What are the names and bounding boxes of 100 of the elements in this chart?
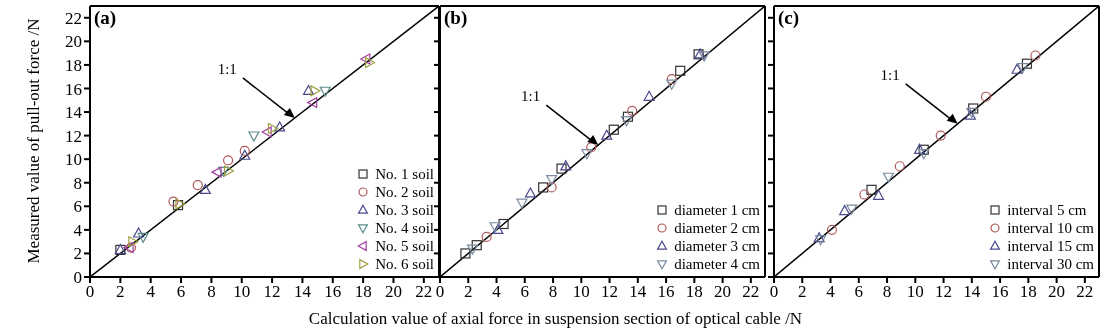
point (839, 205, 851, 216)
point (627, 105, 638, 116)
point (239, 149, 251, 160)
y-tick-label: 8 (73, 173, 82, 193)
point (546, 182, 557, 193)
x-tick-label: 10 (233, 282, 251, 302)
point (222, 155, 234, 166)
point (968, 103, 979, 114)
point (846, 204, 858, 215)
legend-label: No. 1 soil (375, 165, 434, 183)
point (460, 248, 471, 259)
legend-label: diameter 3 cm (674, 237, 760, 255)
x-tick-label: 2 (116, 282, 125, 302)
y-tick-label: 4 (73, 220, 83, 240)
point (302, 84, 315, 96)
y-tick-label: 20 (65, 32, 82, 52)
annotation: 1:1 (880, 66, 900, 83)
point (1021, 58, 1033, 69)
x-tick-label: 10 (906, 282, 924, 302)
point (498, 218, 509, 230)
x-tick-label: 20 (384, 282, 402, 302)
y-tick-label: 18 (65, 55, 82, 75)
point (211, 166, 222, 178)
point (133, 227, 145, 238)
x-tick-label: 4 (492, 282, 502, 302)
point (586, 142, 597, 153)
point (859, 189, 870, 200)
point (1030, 50, 1041, 61)
x-tick-label: 18 (354, 282, 372, 302)
point (466, 244, 479, 255)
x-tick-label: 4 (146, 282, 156, 302)
x-tick-label: 12 (263, 282, 281, 302)
point (643, 90, 655, 101)
x-tick-label: 22 (415, 282, 433, 302)
y-tick-label: 10 (65, 150, 82, 170)
point (192, 180, 203, 191)
point (560, 160, 572, 171)
point (217, 166, 230, 177)
legend-label: diameter 2 cm (674, 219, 760, 237)
point (248, 131, 260, 142)
x-tick-label: 6 (520, 282, 530, 302)
point (168, 196, 179, 207)
annotation: 1:1 (521, 88, 541, 105)
legend-label: interval 5 cm (1007, 201, 1087, 219)
point (894, 161, 905, 172)
legend-label: No. 6 soil (375, 255, 434, 273)
point (622, 111, 634, 122)
point (319, 86, 331, 97)
x-tick-label: 14 (963, 282, 981, 302)
x-tick-label: 2 (464, 282, 473, 302)
point (365, 57, 376, 69)
point (1017, 63, 1029, 74)
point (1011, 63, 1023, 74)
point (601, 129, 613, 140)
point (980, 91, 992, 102)
legend-label: interval 30 cm (1007, 255, 1094, 273)
y-tick-label: 0 (73, 268, 82, 288)
point (137, 232, 149, 243)
point (666, 79, 678, 90)
y-axis-title: Measured value of pull-out force /N (24, 18, 43, 264)
point (274, 121, 286, 132)
x-tick-label: 14 (293, 282, 312, 302)
point (826, 224, 838, 235)
legend-label: interval 10 cm (1007, 219, 1094, 237)
x-tick-label: 18 (685, 282, 703, 302)
point (918, 149, 930, 160)
point (360, 53, 371, 65)
point (913, 143, 926, 154)
x-tick-label: 22 (742, 282, 760, 302)
point (128, 236, 139, 248)
x-tick-label: 16 (991, 282, 1009, 302)
chart-title: (b) (444, 7, 468, 29)
y-tick-label: 16 (65, 79, 82, 99)
point (261, 126, 272, 138)
y-tick-label: 22 (65, 8, 82, 28)
point (223, 165, 235, 177)
x-tick-label: 8 (207, 282, 216, 302)
x-tick-label: 18 (1019, 282, 1037, 302)
annotation: 1:1 (217, 60, 237, 77)
x-axis-title: Calculation value of axial force in suspension section of optical cable /N (307, 309, 804, 329)
x-tick-label: 0 (769, 282, 779, 302)
legend-label: No. 3 soil (375, 201, 434, 219)
x-tick-label: 0 (435, 282, 445, 302)
x-tick-label: 16 (324, 282, 342, 302)
x-tick-label: 2 (798, 282, 807, 302)
point (481, 231, 492, 243)
point (873, 189, 885, 200)
legend-label: interval 15 cm (1007, 237, 1094, 255)
legend-label: No. 4 soil (375, 219, 434, 237)
legend-label: No. 2 soil (375, 183, 434, 201)
x-tick-label: 22 (1076, 282, 1094, 302)
chart-title: (c) (778, 7, 800, 29)
point (307, 97, 318, 109)
chart-title: (a) (94, 7, 117, 29)
point (556, 163, 567, 174)
point (538, 182, 549, 193)
x-tick-label: 16 (657, 282, 675, 302)
x-tick-label: 12 (935, 282, 953, 302)
y-tick-label: 6 (73, 197, 82, 217)
x-tick-label: 10 (572, 282, 590, 302)
